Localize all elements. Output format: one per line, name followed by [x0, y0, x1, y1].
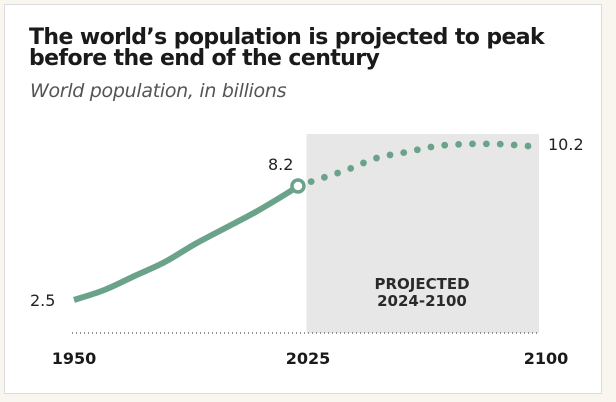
projected-line — [307, 140, 532, 186]
projected-dot — [307, 178, 315, 186]
projected-dot — [320, 173, 328, 181]
chart-subtitle: World population, in billions — [30, 80, 287, 102]
projected-dot — [455, 140, 462, 148]
projected-dot — [427, 143, 435, 151]
historical-line — [73, 183, 300, 303]
projected-dot — [469, 140, 476, 148]
projected-dot — [386, 151, 394, 159]
data-label-1950: 2.5 — [30, 291, 55, 310]
x-tick-label-1950: 1950 — [52, 349, 97, 368]
projected-dot — [373, 154, 380, 162]
current-year-marker — [290, 178, 306, 194]
projected-dot — [510, 141, 518, 149]
x-tick-label-2025: 2025 — [286, 349, 331, 368]
projected-dot — [413, 146, 421, 154]
chart-title: The world’s population is projected to p… — [29, 25, 545, 71]
projected-label-line-1: PROJECTED — [374, 275, 469, 293]
projected-dot — [496, 140, 504, 148]
projected-dot — [360, 159, 367, 167]
projected-dot — [334, 169, 342, 177]
x-tick-label-2100: 2100 — [524, 349, 569, 368]
projected-label-line-2: 2024-2100 — [377, 292, 467, 310]
projected-dot — [441, 141, 449, 149]
data-label-2024: 8.2 — [268, 155, 293, 174]
data-label-2100: 10.2 — [548, 135, 584, 154]
projected-dot — [400, 149, 408, 157]
projected-region — [306, 134, 539, 333]
projected-dot — [347, 164, 355, 172]
projected-dot — [482, 140, 490, 148]
projected-dot — [524, 142, 532, 150]
